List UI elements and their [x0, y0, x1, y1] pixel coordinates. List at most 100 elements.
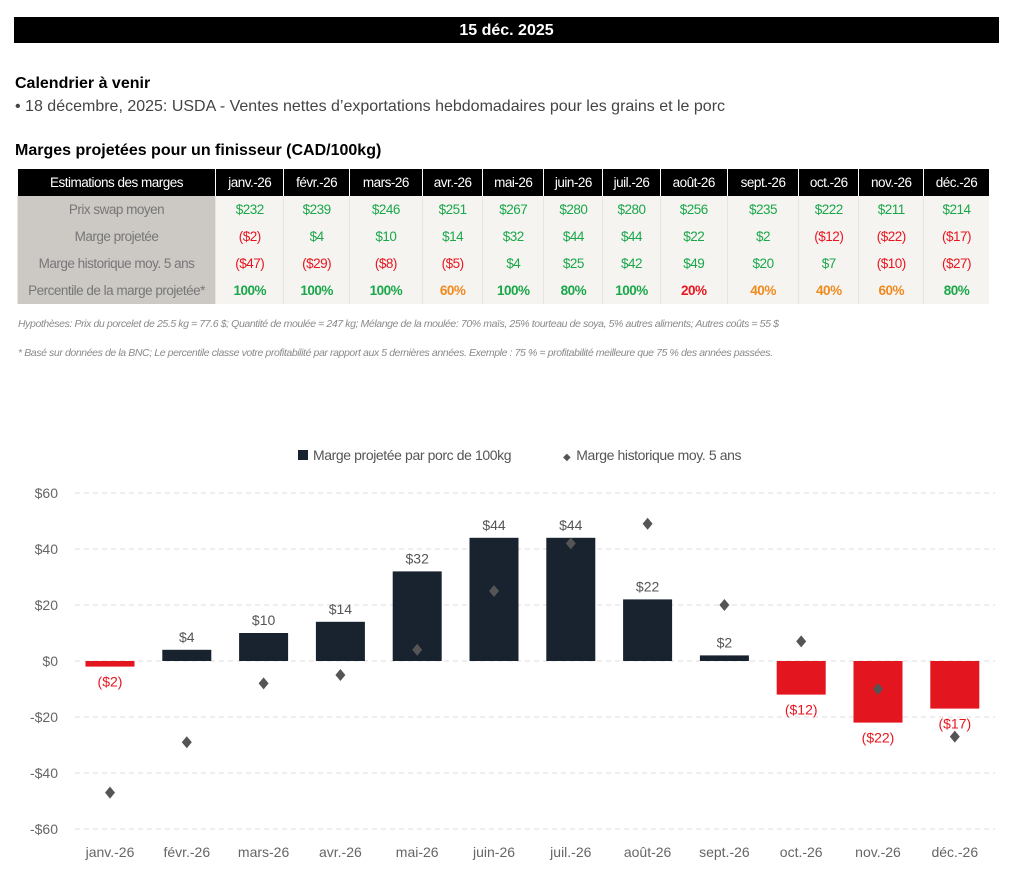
historic-diamond: [949, 730, 960, 743]
table-cell: 60%: [858, 277, 924, 304]
table-cell: 40%: [726, 277, 799, 304]
table-title: Marges projetées pour un finisseur (CAD/…: [15, 142, 382, 159]
table-cell: $7: [798, 250, 859, 277]
table-row: Marge projetée ($2) $4 $10 $14 $32 $44 $44 $22 $2…: [17, 223, 989, 250]
row-label: Marge projetée: [17, 223, 216, 250]
table-cell: $222: [798, 196, 859, 223]
bar: [469, 537, 519, 661]
margin-chart: $60 $40 $20 $0 -$20 -$40 -$60 ($2) janv.-26 $4 fév…: [30, 485, 995, 860]
table-cell: $214: [923, 196, 989, 223]
bar: [623, 599, 673, 661]
table-row: Marge historique moy. 5 ans ($47) ($29) ($8…: [17, 250, 989, 277]
footnote: * Basé sur données de la BNC; Le percent…: [18, 347, 773, 359]
table-cell: $44: [602, 223, 661, 250]
table-cell: 40%: [798, 277, 859, 304]
table-cell: ($2): [214, 223, 284, 250]
x-tick-label: août-26: [624, 844, 672, 860]
table-cell: $20: [726, 250, 799, 277]
table-cell: 20%: [659, 277, 728, 304]
y-tick-label: -$60: [30, 821, 58, 837]
table-cell: $280: [602, 196, 661, 223]
table-cell: $239: [283, 196, 350, 223]
x-tick-label: sept.-26: [699, 844, 750, 860]
table-cell: $232: [214, 196, 284, 223]
x-tick-label: juil.-26: [549, 844, 591, 860]
y-tick-label: $40: [35, 541, 59, 557]
month-header: août-26: [659, 169, 728, 196]
y-tick-label: -$20: [30, 709, 58, 725]
table-cell: $49: [659, 250, 728, 277]
table-row: Percentile de la marge projetée* 100% 100%…: [17, 277, 989, 304]
month-header: oct.-26: [798, 169, 859, 196]
bar: [930, 661, 980, 709]
historic-diamond: [335, 669, 346, 681]
month-header: janv.-26: [214, 169, 284, 196]
calendar-title: Calendrier à venir: [15, 75, 151, 92]
bar: [546, 537, 596, 661]
month-header: juil.-26: [602, 169, 661, 196]
table-cell: 100%: [482, 277, 544, 304]
historic-diamond: [258, 677, 269, 690]
row-label: Prix swap moyen: [17, 196, 216, 223]
bar: [162, 649, 212, 661]
month-header: avr.-26: [421, 169, 483, 196]
historic-diamond: [105, 786, 115, 799]
bar-data-label: $4: [179, 629, 195, 645]
table-cell: $42: [602, 250, 661, 277]
x-tick-label: mai-26: [396, 844, 439, 860]
table-cell: 100%: [214, 277, 284, 304]
row-label: Percentile de la marge projetée*: [17, 277, 216, 304]
table-cell: 100%: [602, 277, 661, 304]
y-tick-label: -$40: [30, 765, 58, 781]
bar-data-label: ($17): [938, 716, 971, 732]
month-header: mai-26: [482, 169, 544, 196]
bar-data-label: $22: [636, 578, 660, 594]
table-cell: $14: [421, 223, 483, 250]
table-cell: 80%: [923, 277, 989, 304]
margin-table: Estimations des marges janv.-26 févr.-26 ma…: [17, 169, 989, 304]
table-cell: 60%: [421, 277, 483, 304]
legend-bar-label: Marge projetée par porc de 100kg: [313, 447, 512, 463]
table-row: Prix swap moyen $232 $239 $246 $251 $267 $280 $…: [17, 196, 989, 223]
table-cell: 80%: [543, 277, 603, 304]
table-cell: 100%: [283, 277, 350, 304]
table-cell: ($12): [798, 223, 859, 250]
bar-data-label: ($2): [98, 674, 123, 690]
date-banner: 15 déc. 2025: [14, 17, 999, 43]
x-tick-label: nov.-26: [855, 844, 901, 860]
table-cell: ($17): [923, 223, 989, 250]
y-tick-label: $0: [42, 653, 58, 669]
diamond-icon: ◆: [563, 452, 571, 463]
x-tick-label: févr.-26: [163, 844, 210, 860]
bar-data-label: $44: [482, 517, 506, 533]
table-cell: ($27): [923, 250, 989, 277]
bar-data-label: $32: [406, 550, 430, 566]
bar-data-label: ($22): [862, 730, 895, 746]
bar: [85, 661, 135, 667]
historic-diamond: [796, 635, 807, 648]
table-cell: ($5): [421, 250, 483, 277]
hypotheses-note: Hypothèses: Prix du porcelet de 25.5 kg …: [18, 318, 779, 330]
bar: [239, 633, 289, 661]
month-header: juin-26: [543, 169, 603, 196]
bar: [699, 655, 749, 661]
table-cell: $4: [283, 223, 350, 250]
y-tick-label: $20: [35, 597, 59, 613]
historic-diamond: [565, 537, 576, 550]
historic-diamond: [719, 599, 730, 611]
table-cell: $44: [543, 223, 603, 250]
historic-diamond: [181, 736, 192, 749]
month-header: nov.-26: [858, 169, 924, 196]
legend-bar: Marge projetée par porc de 100kg: [298, 447, 512, 463]
table-cell: $25: [543, 250, 603, 277]
table-cell: $22: [659, 223, 728, 250]
legend-diamond: ◆ Marge historique moy. 5 ans: [563, 447, 742, 463]
bar-data-label: $2: [717, 634, 733, 650]
x-tick-label: juin-26: [472, 844, 515, 860]
table-cell: $246: [348, 196, 423, 223]
table-cell: $251: [421, 196, 483, 223]
x-tick-label: avr.-26: [319, 844, 362, 860]
calendar-event: • 18 décembre, 2025: USDA - Ventes nette…: [15, 98, 726, 115]
table-cell: $211: [858, 196, 924, 223]
table-cell: ($47): [214, 250, 284, 277]
